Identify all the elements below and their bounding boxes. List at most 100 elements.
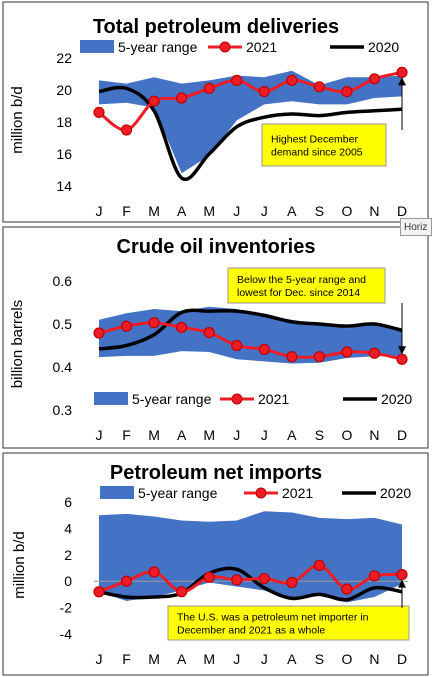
- x-tick-label: M: [203, 203, 215, 219]
- y-tick-label: 0: [64, 573, 72, 589]
- series-2021-point: [368, 347, 381, 359]
- annotation-arrowhead: [398, 346, 406, 355]
- chart-panel-3: Petroleum net imports -4 -2 0 2 4 6 million b/d…: [2, 452, 429, 676]
- y-tick-label: 16: [56, 146, 72, 162]
- series-2021-point: [258, 85, 270, 98]
- series-2021-point: [93, 106, 105, 119]
- x-tick-label: M: [203, 651, 215, 667]
- x-tick-label: J: [96, 651, 103, 667]
- x-tick-label: N: [369, 651, 379, 667]
- x-tick-label: A: [177, 203, 187, 219]
- y-axis-label: million b/d: [11, 531, 28, 599]
- y-tick-label: 4: [64, 520, 72, 536]
- y-tick-label: -2: [60, 600, 73, 616]
- legend-label-range: 5-year range: [118, 39, 198, 55]
- legend-swatch-range: [100, 486, 134, 499]
- x-tick-label: A: [177, 651, 187, 667]
- annotation-text: Below the 5-year range and: [237, 274, 366, 286]
- range-band: [99, 70, 402, 174]
- y-tick-label: 14: [56, 178, 72, 194]
- x-tick-label: M: [148, 651, 160, 667]
- series-2021-point: [258, 343, 270, 355]
- legend-label-range: 5-year range: [138, 485, 218, 501]
- series-2021-point: [341, 346, 353, 358]
- series-2021-point: [176, 586, 188, 598]
- range-band: [99, 306, 402, 364]
- legend: 5-year range 2021 2020: [100, 485, 411, 501]
- x-tick-label: A: [287, 651, 297, 667]
- series-2021-point: [120, 575, 133, 587]
- x-tick-label: O: [341, 427, 352, 443]
- chart-panel-2: Crude oil inventories 0.3 0.4 0.5 0.6 billion…: [2, 226, 429, 449]
- y-tick-label: 0.5: [53, 316, 73, 332]
- annotation-text: Highest December: [271, 134, 358, 146]
- legend-label-2020: 2020: [380, 485, 411, 501]
- x-tick-label: J: [261, 651, 268, 667]
- annotation-arrowhead: [398, 579, 406, 588]
- x-tick-label: D: [397, 651, 407, 667]
- legend-swatch-range: [80, 40, 114, 53]
- series-2021-point: [313, 559, 325, 571]
- annotation-box: [261, 123, 387, 167]
- legend-label-2021: 2021: [246, 39, 277, 55]
- series-2021-point: [396, 568, 408, 581]
- series-2021-point: [286, 74, 298, 87]
- x-tick-label: S: [315, 651, 324, 667]
- chart-title: Petroleum net imports: [110, 462, 322, 484]
- series-2021-point: [93, 327, 105, 339]
- annotation-text: demand since 2005: [271, 147, 363, 159]
- x-tick-label: F: [122, 203, 131, 219]
- chart-title: Total petroleum deliveries: [93, 16, 339, 38]
- y-tick-label: 0.4: [53, 359, 73, 375]
- y-tick-label: 22: [56, 50, 72, 66]
- x-tick-label: O: [341, 203, 352, 219]
- annotation-arrowhead: [398, 77, 406, 86]
- legend: 5-year range 2021 2020: [94, 391, 412, 407]
- series-2021-point: [203, 571, 215, 583]
- legend-label-range: 5-year range: [132, 391, 212, 407]
- x-tick-label: J: [96, 203, 103, 219]
- annotation-text: The U.S. was a petroleum net importer in: [177, 612, 369, 624]
- y-tick-label: 0.3: [53, 402, 73, 418]
- x-tick-label: J: [261, 203, 268, 219]
- y-axis-label: billion barrels: [9, 300, 26, 388]
- series-2021-point: [203, 82, 215, 95]
- y-tick-label: 6: [64, 494, 72, 510]
- legend-marker-2021: [231, 393, 243, 405]
- y-tick-label: -4: [60, 626, 73, 642]
- x-tick-label: F: [122, 651, 131, 667]
- series-2021-point: [341, 583, 353, 595]
- series-2021-point: [396, 353, 408, 365]
- series-2021-point: [286, 351, 298, 363]
- series-2021-point: [148, 95, 160, 107]
- annotation-text: lowest for Dec. since 2014: [237, 287, 360, 299]
- x-tick-label: N: [369, 203, 379, 219]
- annotation-box: [167, 605, 410, 641]
- series-2021-point: [203, 327, 215, 339]
- x-tick-label: J: [233, 203, 240, 219]
- series-2021-point: [231, 339, 243, 352]
- x-tick-label: J: [233, 651, 240, 667]
- series-2021-point: [368, 570, 381, 582]
- series-2021-point: [313, 351, 325, 363]
- hover-tooltip: Horiz: [400, 218, 432, 236]
- legend-label-2020: 2020: [381, 391, 412, 407]
- series-2021-point: [286, 576, 298, 589]
- legend: 5-year range 2021 2020: [80, 39, 399, 55]
- series-2021-point: [396, 66, 408, 79]
- series-2021-point: [231, 574, 243, 586]
- series-2021-point: [148, 566, 160, 578]
- legend-marker-2021: [219, 41, 231, 53]
- series-2021-point: [368, 73, 381, 85]
- series-2021-point: [120, 320, 133, 332]
- x-tick-label: S: [315, 427, 324, 443]
- range-band: [99, 511, 402, 603]
- series-2021-point: [258, 572, 270, 585]
- y-tick-label: 20: [56, 82, 72, 98]
- legend-swatch-range: [94, 392, 128, 405]
- x-tick-label: J: [261, 427, 268, 443]
- x-tick-label: M: [148, 203, 160, 219]
- x-tick-label: D: [397, 203, 407, 219]
- series-2021-point: [231, 74, 243, 87]
